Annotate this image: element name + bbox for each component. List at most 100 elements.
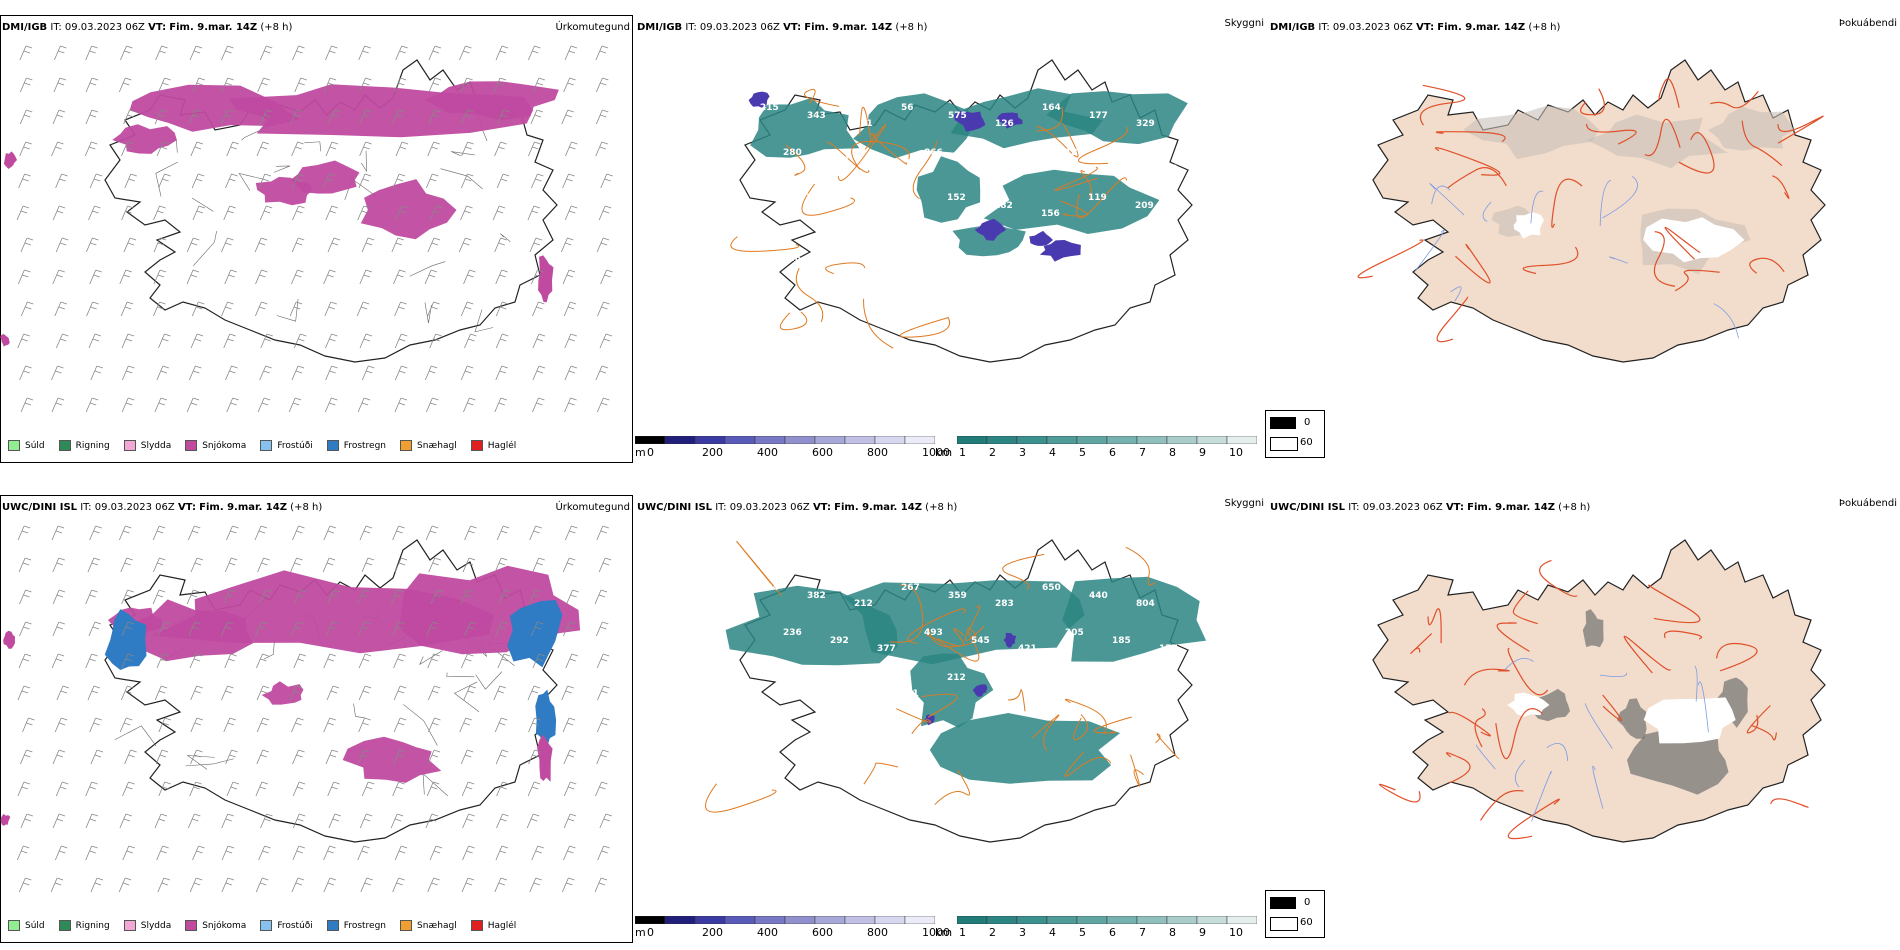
visibility-tick: 2 <box>989 926 996 939</box>
height-label: 191 <box>900 689 919 699</box>
rivers <box>1415 175 1739 339</box>
height-label: 804 <box>1136 599 1155 609</box>
visibility-tick: 5 <box>1079 446 1086 459</box>
height-label: 242 <box>829 238 848 248</box>
height-colorbar: m 0 200 400 600 800 1000 <box>635 436 950 459</box>
height-tick: 0 <box>647 926 654 939</box>
legend-item: Frostúði <box>260 920 313 931</box>
legend-label: Frostregn <box>343 440 387 451</box>
height-label: 440 <box>1089 591 1108 601</box>
visibility-colorbar: km 1 2 3 4 5 6 7 8 9 10 <box>935 436 1257 459</box>
legend-item: Frostregn <box>326 920 387 931</box>
map-svg: 215 343 121 56 575 126 164 177 329 280 697 474 866 81… <box>730 59 1193 363</box>
model-name: DMI/IGB <box>1270 22 1316 33</box>
visibility-areas <box>750 88 1188 257</box>
vt-value: Fim. 9.mar. 14Z <box>1437 22 1526 33</box>
legend-label: Frostúði <box>277 440 313 451</box>
legend-swatch <box>8 440 20 451</box>
height-label: 374 <box>923 254 942 264</box>
product-name: Þokuábendi <box>1838 498 1897 509</box>
height-label: 880 <box>853 201 872 211</box>
height-tick: 600 <box>812 926 833 939</box>
legend-label: Snjókoma <box>202 440 247 451</box>
legend-label: Súld <box>25 440 45 451</box>
legend-label: Frostregn <box>343 920 387 931</box>
height-label: 813 <box>971 156 990 166</box>
visibility-tick: 8 <box>1169 926 1176 939</box>
offset: (+8 h) <box>290 502 323 513</box>
legend-item: Frostúði <box>260 440 313 451</box>
height-label: 215 <box>760 103 779 113</box>
legend-label: Súld <box>25 920 45 931</box>
height-tick: 1000 <box>922 446 950 459</box>
roads <box>1378 559 1809 840</box>
height-label: 156 <box>1041 209 1060 219</box>
it-label: IT: <box>80 502 92 513</box>
height-label: 388 <box>1041 689 1060 699</box>
offset: (+8 h) <box>925 502 958 513</box>
legend-label: Slydda <box>140 920 172 931</box>
vt-value: Fim. 9.mar. 14Z <box>1467 502 1555 513</box>
height-tick: 800 <box>867 446 888 459</box>
fog-black-value: 0 <box>1304 897 1311 908</box>
height-label: 545 <box>971 636 990 646</box>
height-label: 382 <box>807 591 826 601</box>
visibility-tick: 10 <box>1229 446 1243 459</box>
height-label: 121 <box>854 119 873 129</box>
height-label: 218 <box>876 246 895 256</box>
it-value: 09.03.2023 06Z <box>729 502 810 513</box>
visibility-tick: 7 <box>1139 926 1146 939</box>
fog-legend: 0 60 <box>1265 890 1325 938</box>
visibility-tick: 4 <box>1049 926 1056 939</box>
height-label: 604 <box>760 583 779 593</box>
height-label: 236 <box>783 628 802 638</box>
visibility-tick: 7 <box>1139 446 1146 459</box>
fog-black-value: 0 <box>1304 417 1311 428</box>
fog-white-value: 60 <box>1300 437 1313 448</box>
map-frame <box>0 15 633 463</box>
fog-black-swatch <box>1270 897 1296 909</box>
panel-1-2: UWC/DINI ISL IT: 09.03.2023 06Z VT: Fim.… <box>1265 480 1900 950</box>
height-label: 697 <box>830 156 849 166</box>
model-name: UWC/DINI ISL <box>637 502 713 513</box>
it-label: IT: <box>50 22 62 33</box>
vt-label: VT: <box>1445 502 1464 513</box>
map-svg <box>0 525 612 893</box>
product-name: Þokuábendi <box>1838 18 1897 29</box>
it-value: 09.03.2023 06Z <box>1362 502 1443 513</box>
iceland-outline <box>1372 59 1826 363</box>
visibility-tick: 3 <box>1019 926 1026 939</box>
precip-type-legend: Súld Rigning Slydda Snjókoma Frostúði Frostre… <box>8 440 516 451</box>
height-label: 198 <box>994 681 1013 691</box>
legend-item: Rigning <box>58 440 110 451</box>
vt-value: Fim. 9.mar. 14Z <box>169 22 258 33</box>
model-name: DMI/IGB <box>2 22 48 33</box>
height-label: 474 <box>877 164 896 174</box>
visibility-tick: 9 <box>1199 926 1206 939</box>
height-label: 359 <box>948 591 967 601</box>
height-label: 377 <box>877 644 896 654</box>
height-tick: 400 <box>757 926 778 939</box>
legend-label: Haglél <box>487 440 517 451</box>
legend-item: Snæhagl <box>400 920 457 931</box>
fog-white-value: 60 <box>1300 917 1313 928</box>
height-label: 212 <box>854 599 873 609</box>
legend-item: Haglél <box>470 920 516 931</box>
vt-label: VT: <box>177 502 196 513</box>
fog-white-swatch <box>1270 437 1298 451</box>
it-label: IT: <box>685 22 697 33</box>
visibility-tick: 6 <box>1109 926 1116 939</box>
legend-swatch <box>123 440 136 451</box>
legend-swatch <box>400 440 413 451</box>
panel-title: DMI/IGB IT: 09.03.2023 06Z VT: Fim. 9.ma… <box>637 22 927 33</box>
map-svg <box>1357 59 1826 363</box>
panel-title: UWC/DINI ISL IT: 09.03.2023 06Z VT: Fim.… <box>2 502 322 513</box>
iceland-outline <box>1372 539 1826 843</box>
snow-areas <box>0 565 581 826</box>
vt-label: VT: <box>1416 22 1435 33</box>
legend-item: Haglél <box>470 440 517 451</box>
panel-1-0: UWC/DINI ISL IT: 09.03.2023 06Z VT: Fim.… <box>0 480 633 950</box>
height-label: 185 <box>1112 636 1131 646</box>
height-tick: 800 <box>867 926 888 939</box>
visibility-tick: 4 <box>1049 446 1056 459</box>
